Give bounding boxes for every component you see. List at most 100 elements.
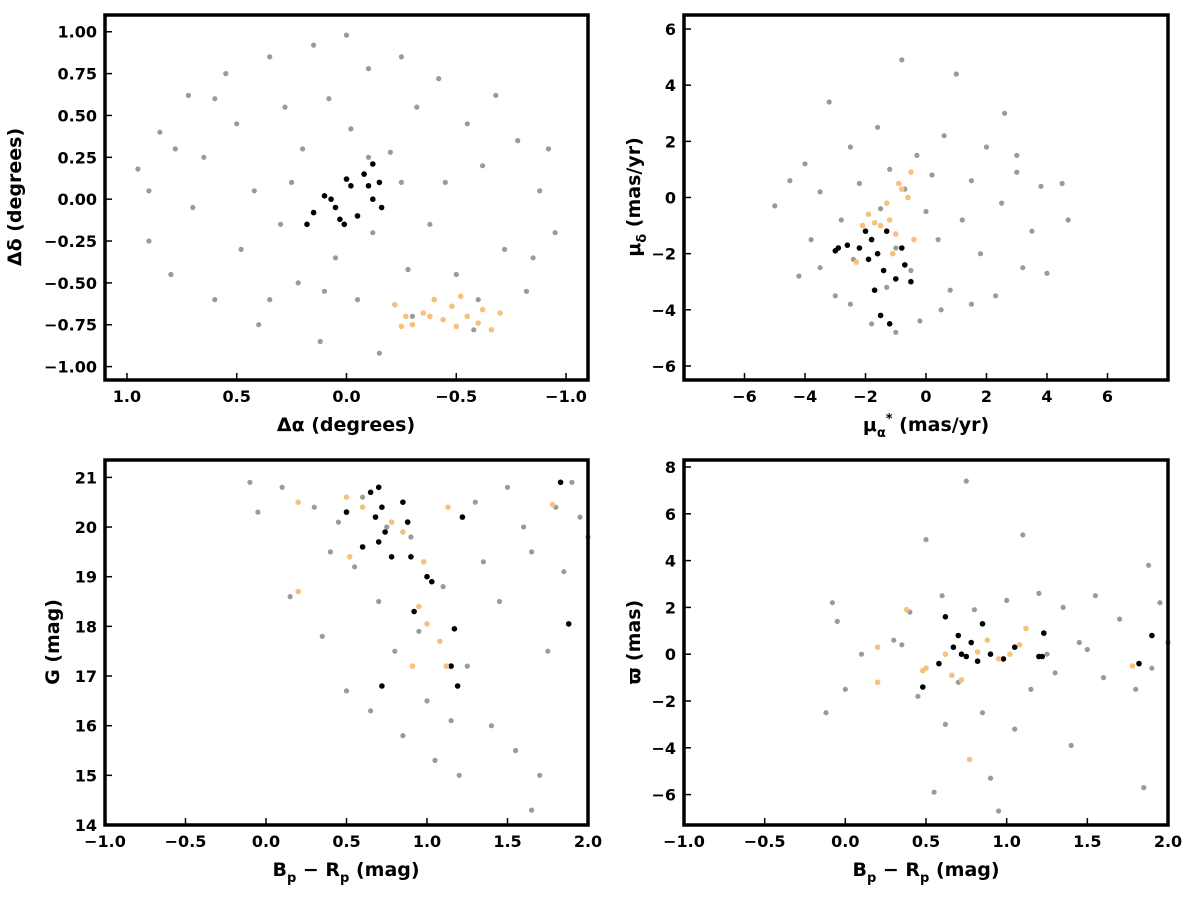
field-point xyxy=(523,288,530,294)
field-point xyxy=(360,494,366,500)
x-tick-label: 0.0 xyxy=(252,832,280,851)
field-point xyxy=(521,524,527,530)
members-point xyxy=(1149,632,1155,639)
ticks: −6 −4 −2 0 2 4 6 −6 −4 −2 0 2 4 6 xyxy=(651,20,1113,406)
field-point xyxy=(561,569,567,575)
x-tick-label: 1.0 xyxy=(992,832,1020,851)
x-tick-label: 6 xyxy=(1102,387,1113,406)
field-point xyxy=(464,663,470,669)
members-point xyxy=(310,209,317,216)
other_group-point xyxy=(445,504,451,510)
field-point xyxy=(884,284,890,290)
field-point xyxy=(914,152,920,158)
field-point xyxy=(480,163,486,169)
field-point xyxy=(190,204,196,211)
other_group-point xyxy=(896,180,902,187)
field-point xyxy=(1065,217,1071,223)
field-point xyxy=(409,313,415,319)
field-point xyxy=(869,321,875,327)
x-tick-label: 4 xyxy=(1041,387,1052,406)
other_group-point xyxy=(420,310,427,316)
field-point xyxy=(1084,646,1090,653)
members-point xyxy=(343,176,350,182)
field-point xyxy=(416,628,422,634)
field-point xyxy=(829,600,835,606)
panel-cmd: −1.0 −0.5 0.0 0.5 1.0 1.5 2.01415161718192021 … xyxy=(42,458,602,886)
other_group-point xyxy=(409,663,416,669)
field-point xyxy=(256,322,262,328)
x-tick-label: 1.0 xyxy=(113,387,141,406)
field-point xyxy=(311,504,317,510)
axes-frame xyxy=(103,458,590,827)
members-point xyxy=(1011,644,1018,650)
field-point xyxy=(471,327,477,333)
field-point xyxy=(993,293,999,299)
members-point xyxy=(1000,656,1007,662)
field-point xyxy=(146,238,152,244)
field-point xyxy=(212,297,218,303)
x-axis-label: Δα (degrees) xyxy=(277,414,415,436)
members-point xyxy=(942,614,949,620)
members-point xyxy=(1041,630,1047,636)
plot-area xyxy=(105,460,588,825)
field-point xyxy=(1146,562,1152,568)
other_group-point xyxy=(431,296,438,303)
other_group-point xyxy=(923,665,929,671)
members-point xyxy=(955,632,962,639)
other_group-point xyxy=(488,327,495,333)
field-point xyxy=(856,180,862,187)
other_group-point xyxy=(443,663,450,669)
members-point xyxy=(348,183,354,189)
field-point xyxy=(408,534,414,540)
field-point xyxy=(168,271,174,278)
field-point xyxy=(279,484,285,490)
field-point xyxy=(311,42,317,48)
field-point xyxy=(971,607,977,613)
members-point xyxy=(1136,660,1142,667)
other_group-point xyxy=(853,259,860,265)
field-point xyxy=(414,104,420,110)
y-tick-label: −2 xyxy=(651,245,676,264)
members-point xyxy=(354,213,361,219)
field-point xyxy=(953,71,959,77)
y-tick-label: −4 xyxy=(651,301,676,320)
data-points xyxy=(247,479,591,813)
members-point xyxy=(376,179,383,186)
field-point xyxy=(295,280,301,286)
x-tick-label: 1.5 xyxy=(493,832,521,851)
axes-frame xyxy=(682,13,1170,382)
ticks: −1.0 −0.5 0.0 0.5 1.0 1.5 2.0 −6 −4 −2 0 2 4 6 8 xyxy=(651,458,1182,851)
other_group-point xyxy=(416,603,422,610)
members-point xyxy=(388,554,395,560)
field-point xyxy=(185,92,191,98)
field-point xyxy=(480,559,486,565)
field-point xyxy=(1029,228,1035,234)
y-tick-label: 0.75 xyxy=(58,65,97,84)
field-point xyxy=(842,686,848,692)
field-point xyxy=(488,723,494,729)
field-point xyxy=(847,144,853,150)
field-point xyxy=(772,203,778,209)
x-tick-label: 0.5 xyxy=(912,832,940,851)
field-point xyxy=(493,92,499,98)
field-point xyxy=(332,255,339,261)
field-point xyxy=(878,206,884,212)
field-point xyxy=(923,208,929,215)
members-point xyxy=(337,216,343,223)
members-point xyxy=(361,171,367,177)
field-point xyxy=(201,154,207,160)
members-point xyxy=(880,267,887,274)
field-point xyxy=(442,179,448,185)
field-point xyxy=(513,747,519,754)
other_group-point xyxy=(400,529,406,535)
field-point xyxy=(1141,785,1147,791)
other_group-point xyxy=(903,606,910,613)
other_group-point xyxy=(497,310,504,316)
field-point xyxy=(963,478,969,484)
field-point xyxy=(537,188,543,194)
y-tick-label: −6 xyxy=(651,357,676,376)
y-tick-label: 0.00 xyxy=(58,190,97,209)
y-axis-label: G (mag) xyxy=(42,599,64,685)
other_group-point xyxy=(343,494,350,500)
